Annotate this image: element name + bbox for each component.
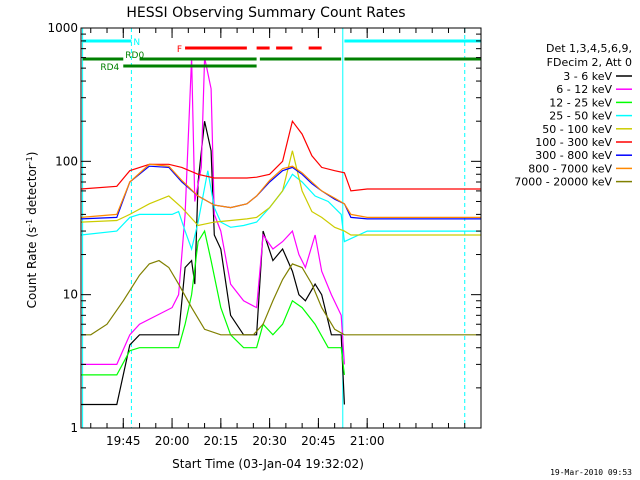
status-bars: N F RD0 RD4 — [82, 38, 481, 73]
plot-border — [80, 27, 482, 429]
plot-area — [82, 28, 466, 428]
legend-entry-label: 12 - 25 keV — [549, 96, 612, 109]
y-axis-label-main: Count Rate (s — [25, 227, 39, 309]
status-bar-label: RD0 — [125, 51, 144, 61]
legend-title-line1: Det 1,3,4,5,6,9, — [546, 42, 632, 55]
legend-entry-label: 800 - 7000 keV — [528, 162, 612, 175]
y-tick-label: 10 — [63, 288, 78, 302]
legend: Det 1,3,4,5,6,9, FDecim 2, Att 0 3 - 6 k… — [514, 42, 632, 189]
footer-timestamp: 19-Mar-2010 09:53 — [550, 468, 632, 477]
y-axis-label-sup2: -1 — [25, 156, 34, 164]
status-bar-label: N — [133, 38, 140, 48]
x-tick-label: 20:45 — [301, 434, 336, 448]
series-line — [81, 229, 345, 376]
legend-entry-label: 300 - 800 keV — [535, 149, 612, 162]
legend-entry-label: 50 - 100 keV — [542, 123, 612, 136]
series-layer — [80, 57, 481, 406]
y-axis-label: Count Rate (s-1 detector-1) — [25, 152, 40, 309]
x-tick-label: 19:45 — [106, 434, 141, 448]
plot-frame — [80, 27, 482, 429]
series-line — [81, 57, 345, 365]
y-tick-label: 1 — [70, 421, 78, 435]
legend-entry-label: 6 - 12 keV — [556, 83, 612, 96]
chart-title: HESSI Observing Summary Count Rates — [126, 5, 405, 21]
legend-entry-label: 7000 - 20000 keV — [514, 176, 612, 189]
y-axis-label-mid: detector — [25, 164, 39, 219]
series-line — [80, 150, 481, 236]
x-tick-label: 20:15 — [204, 434, 239, 448]
x-tick-label: 21:00 — [350, 434, 385, 448]
y-axis-label-end: ) — [25, 152, 39, 157]
y-tick-label: 100 — [55, 154, 78, 168]
legend-entry-label: 3 - 6 keV — [563, 70, 612, 83]
series-line — [80, 163, 481, 218]
x-tick-label: 20:30 — [252, 434, 287, 448]
series-line — [81, 121, 345, 406]
x-tick-label: 20:00 — [155, 434, 190, 448]
series-line — [81, 259, 481, 336]
status-bar-label: RD4 — [100, 63, 119, 73]
legend-title-line2: FDecim 2, Att 0 — [547, 56, 632, 69]
series-line — [80, 170, 481, 252]
y-tick-label: 1000 — [47, 21, 78, 35]
y-axis-label-sup1: -1 — [25, 219, 34, 227]
x-axis-label: Start Time (03-Jan-04 19:32:02) — [172, 457, 364, 471]
legend-entry-label: 100 - 300 keV — [535, 136, 612, 149]
legend-entry-label: 25 - 50 keV — [549, 110, 612, 123]
series-line — [80, 119, 481, 192]
status-bar-label: F — [177, 45, 182, 55]
axis-ticks: 1 10 100 1000 19:45 20:00 20:15 20:30 20:45 21:00 — [47, 21, 482, 448]
